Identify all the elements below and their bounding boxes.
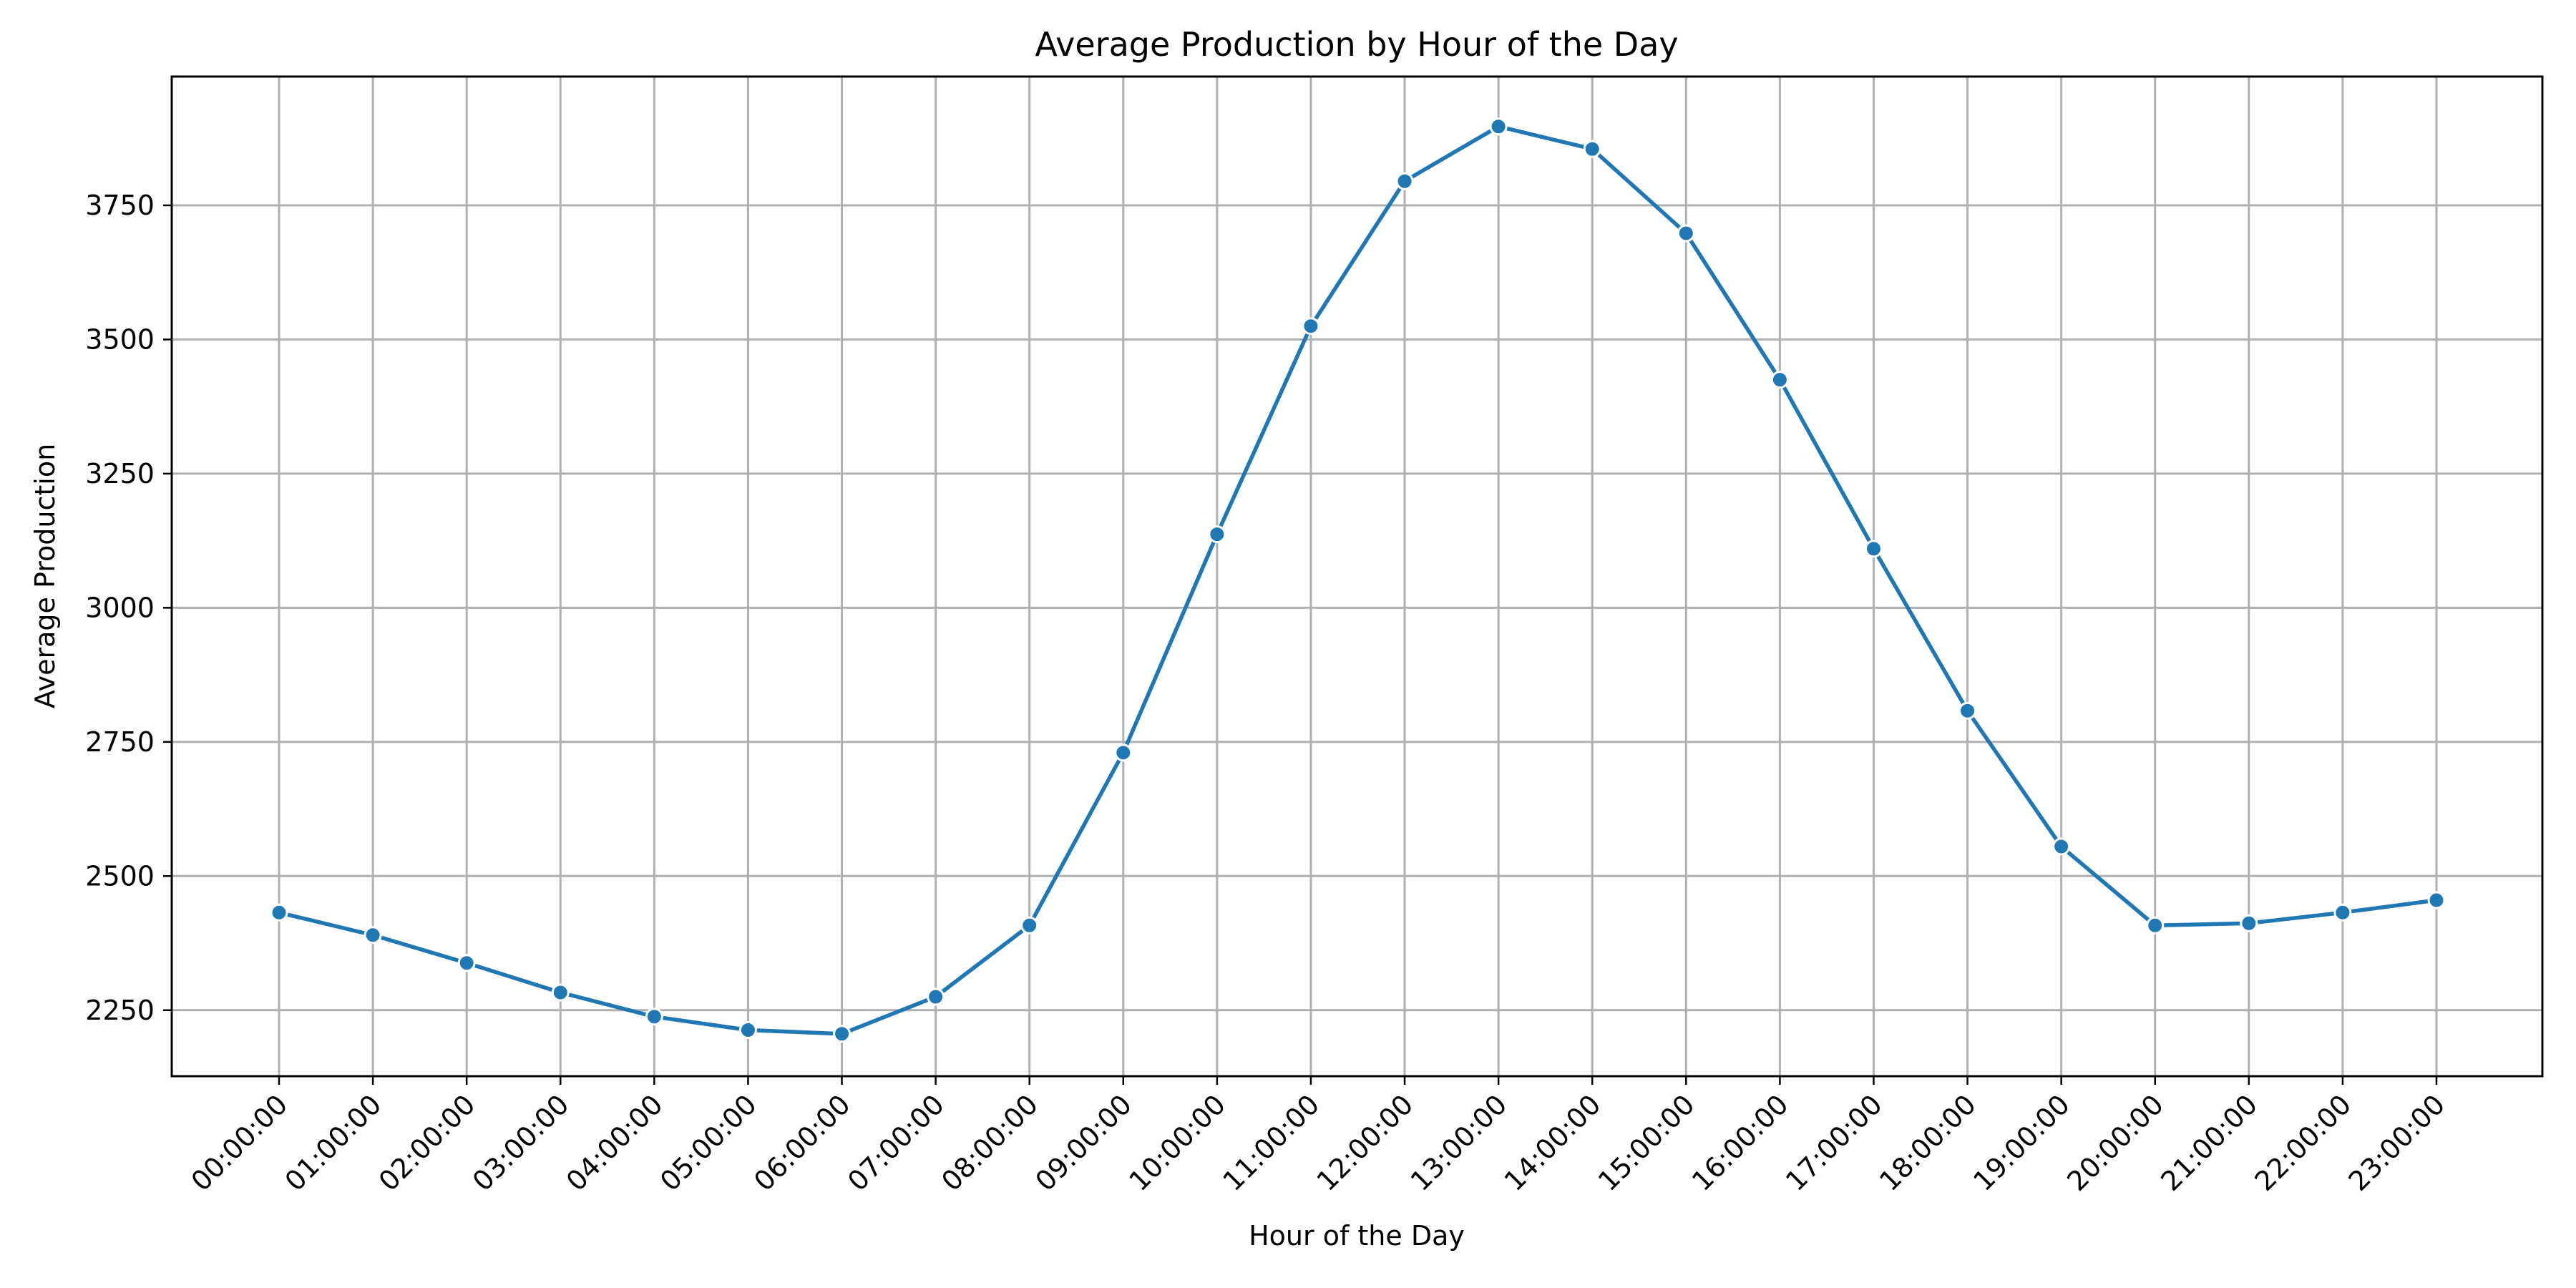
- x-tick-label: 20:00:00: [2061, 1088, 2170, 1197]
- data-point: [1020, 916, 1039, 935]
- x-tick-label: 13:00:00: [1405, 1088, 1513, 1197]
- data-point: [2146, 916, 2165, 935]
- data-point: [270, 903, 288, 922]
- y-tick-label: 3250: [85, 458, 155, 489]
- data-point: [1677, 224, 1695, 243]
- data-point: [1208, 525, 1226, 544]
- x-tick-label: 09:00:00: [1029, 1088, 1138, 1197]
- y-tick-label: 2250: [85, 995, 155, 1026]
- data-point: [738, 1021, 757, 1040]
- data-point: [364, 926, 382, 945]
- x-tick-label: 03:00:00: [467, 1088, 575, 1197]
- y-tick-label: 2500: [85, 860, 155, 892]
- x-tick-label: 10:00:00: [1123, 1088, 1231, 1197]
- y-tick-label: 3000: [85, 592, 155, 623]
- x-tick-label: 14:00:00: [1498, 1088, 1607, 1197]
- series-layer: [270, 117, 2446, 1043]
- x-tick-label: 21:00:00: [2155, 1088, 2263, 1197]
- data-point: [1302, 317, 1320, 336]
- x-tick-label: 07:00:00: [841, 1088, 950, 1197]
- x-tick-label: 19:00:00: [1967, 1088, 2076, 1197]
- x-tick-label: 06:00:00: [748, 1088, 857, 1197]
- data-point: [2333, 903, 2352, 922]
- chart-title: Average Production by Hour of the Day: [1035, 25, 1678, 64]
- data-point: [1114, 743, 1133, 762]
- plot-frame: [170, 75, 2544, 1078]
- y-tick-label: 3750: [85, 190, 155, 221]
- y-tick-label: 2750: [85, 726, 155, 758]
- data-point: [457, 954, 476, 972]
- data-point: [833, 1025, 852, 1043]
- data-point: [2240, 914, 2258, 932]
- y-axis-label: Average Production: [29, 444, 61, 708]
- x-tick-label: 08:00:00: [935, 1088, 1044, 1197]
- series-line: [277, 124, 2439, 1036]
- data-point: [1770, 371, 1789, 389]
- x-tick-label: 16:00:00: [1686, 1088, 1795, 1197]
- x-tick-label: 15:00:00: [1592, 1088, 1701, 1197]
- data-point: [927, 987, 945, 1006]
- x-tick-label: 02:00:00: [373, 1088, 482, 1197]
- data-point: [1864, 540, 1883, 558]
- data-point: [1489, 117, 1508, 136]
- x-tick-label: 00:00:00: [185, 1088, 294, 1197]
- x-tick-label: 12:00:00: [1311, 1088, 1420, 1197]
- data-point: [1583, 140, 1601, 158]
- x-tick-label: 18:00:00: [1873, 1088, 1982, 1197]
- x-tick-label: 05:00:00: [654, 1088, 763, 1197]
- data-point: [551, 983, 570, 1002]
- data-point: [2052, 837, 2071, 856]
- x-tick-label: 04:00:00: [560, 1088, 669, 1197]
- data-point: [645, 1008, 663, 1026]
- y-tick-label: 3500: [85, 323, 155, 355]
- x-tick-label: 11:00:00: [1217, 1088, 1326, 1197]
- x-tick-label: 01:00:00: [279, 1088, 388, 1197]
- data-point: [1395, 172, 1414, 190]
- x-axis: 00:00:0001:00:0002:00:0003:00:0004:00:00…: [185, 1076, 2451, 1197]
- x-tick-label: 22:00:00: [2248, 1088, 2357, 1197]
- data-point: [1958, 701, 1977, 720]
- x-tick-label: 17:00:00: [1780, 1088, 1888, 1197]
- data-point: [2427, 891, 2446, 909]
- x-axis-label: Hour of the Day: [1249, 1220, 1465, 1252]
- y-axis: 2250 2500 2750 3000 3250 3500 3750: [85, 190, 172, 1026]
- x-tick-label: 23:00:00: [2343, 1088, 2451, 1197]
